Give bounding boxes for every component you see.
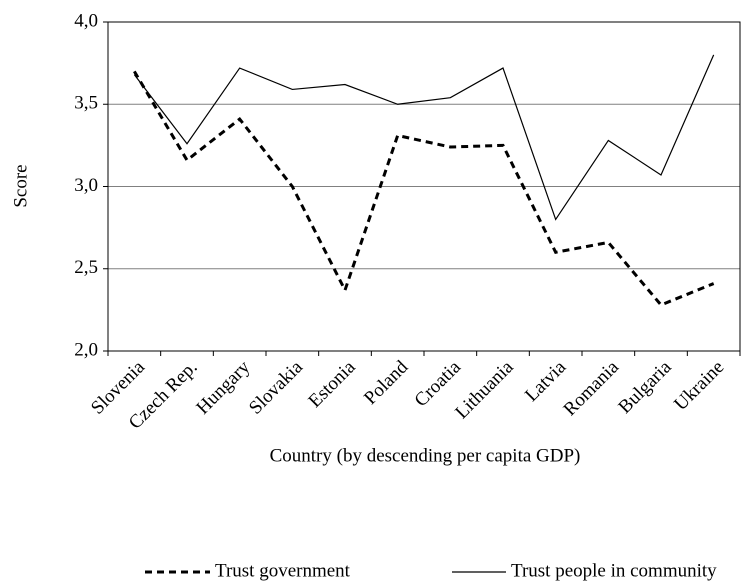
- x-tick-label: Poland: [360, 356, 413, 409]
- x-tick-label: Slovakia: [245, 356, 307, 418]
- y-tick-label: 3,5: [74, 93, 98, 114]
- x-axis-title: Country (by descending per capita GDP): [270, 445, 581, 466]
- legend-label: Trust people in community: [511, 560, 717, 581]
- x-tick-label: Hungary: [192, 356, 254, 418]
- y-tick-label: 4,0: [74, 10, 98, 31]
- legend-label: Trust government: [215, 560, 351, 581]
- x-tick-label: Bulgaria: [614, 356, 676, 418]
- x-tick-label: Latvia: [521, 356, 571, 406]
- y-tick-label: 2,5: [74, 257, 98, 278]
- series-line: [133, 70, 715, 307]
- x-tick-label: Ukraine: [670, 357, 728, 415]
- x-tick-label: Romania: [560, 356, 624, 420]
- x-tick-label: Estonia: [304, 356, 360, 412]
- series-line: [133, 54, 715, 221]
- y-axis-title: Score: [10, 164, 31, 207]
- y-tick-label: 3,0: [74, 175, 98, 196]
- x-tick-label: Lithuania: [451, 356, 518, 423]
- y-tick-label: 2,0: [74, 339, 98, 360]
